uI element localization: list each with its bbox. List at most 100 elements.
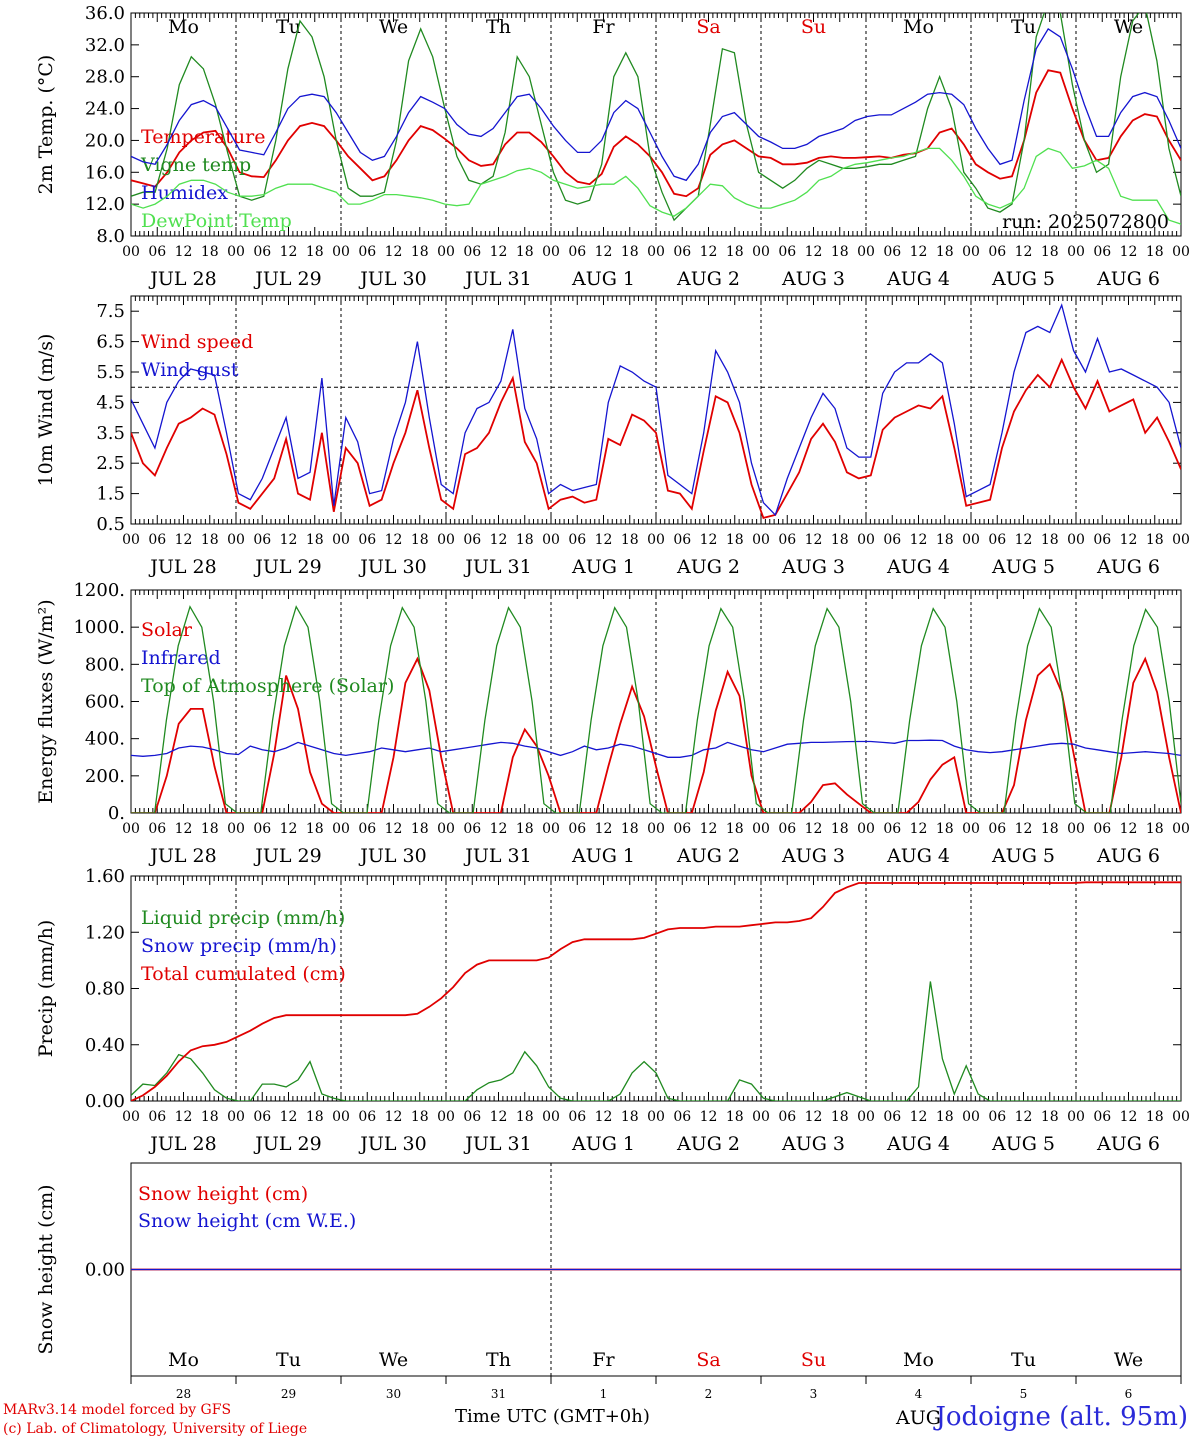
hour-label: 00 — [1067, 1109, 1085, 1125]
y-tick-label: 0. — [108, 803, 125, 824]
hour-label: 12 — [1015, 244, 1033, 260]
hour-label: 18 — [516, 244, 534, 260]
hour-label: 18 — [1146, 821, 1164, 837]
series-line-wind-speed — [131, 357, 1181, 519]
hour-label: 18 — [936, 821, 954, 837]
hour-label: 18 — [411, 1109, 429, 1125]
date-label: JUL 30 — [358, 845, 426, 867]
hour-label: 06 — [253, 821, 271, 837]
date-label: AUG 2 — [676, 556, 740, 578]
hour-label: 06 — [568, 1109, 586, 1125]
hour-label: 06 — [568, 821, 586, 837]
hour-label: 00 — [542, 244, 560, 260]
hour-label: 12 — [175, 532, 193, 548]
hour-label: 18 — [621, 1109, 639, 1125]
day-number: 2 — [705, 1387, 713, 1401]
hour-label: 06 — [988, 532, 1006, 548]
hour-label: 12 — [385, 532, 403, 548]
hour-label: 06 — [988, 244, 1006, 260]
hour-label: 00 — [437, 244, 455, 260]
weekday-label: We — [1114, 1349, 1143, 1371]
y-tick-label: 12.0 — [85, 194, 125, 215]
hour-label: 00 — [857, 244, 875, 260]
legend-entry: Total cumulated (cm) — [141, 963, 346, 985]
plot-frame — [130, 589, 1182, 814]
day-number: 5 — [1020, 1387, 1028, 1401]
hour-label: 18 — [1146, 244, 1164, 260]
date-label: JUL 29 — [253, 556, 321, 578]
y-axis-label: 2m Temp. (°C) — [35, 55, 57, 195]
y-tick-label: 2.5 — [96, 453, 125, 474]
weekday-label: Su — [801, 16, 826, 38]
hour-label: 06 — [778, 821, 796, 837]
weekday-label: Tu — [1011, 16, 1036, 38]
date-label: AUG 4 — [886, 268, 950, 290]
hour-label: 18 — [936, 244, 954, 260]
date-label: JUL 29 — [253, 1133, 321, 1155]
hour-label: 12 — [910, 1109, 928, 1125]
hour-label: 00 — [437, 1109, 455, 1125]
day-number: 3 — [810, 1387, 818, 1401]
weekday-label: Fr — [592, 16, 615, 38]
y-tick-label: 7.5 — [96, 301, 125, 322]
legend-entry: Temperature — [141, 126, 265, 148]
panel-2: 0.5 1.5 2.5 3.5 4.5 5.5 6.5 7.5 10m Wind (m/s) Wi… — [35, 295, 1190, 578]
y-tick-label: 800. — [85, 654, 125, 675]
legend-entry: Top of Atmosphere (Solar) — [141, 675, 394, 697]
hour-label: 06 — [358, 821, 376, 837]
hour-label: 00 — [227, 244, 245, 260]
hour-label: 00 — [332, 532, 350, 548]
hour-label: 18 — [831, 244, 849, 260]
series-line-temperature — [131, 69, 1181, 198]
date-label: JUL 28 — [148, 1133, 216, 1155]
date-label: JUL 31 — [463, 1133, 531, 1155]
hour-label: 12 — [910, 532, 928, 548]
hour-label: 06 — [358, 244, 376, 260]
y-axis-label: Precip (mm/h) — [35, 920, 57, 1058]
y-tick-label: 1.5 — [96, 484, 125, 505]
hour-label: 00 — [962, 1109, 980, 1125]
date-label: JUL 31 — [463, 268, 531, 290]
day-number: 4 — [915, 1387, 923, 1401]
hour-label: 12 — [1120, 532, 1138, 548]
hour-label: 12 — [490, 1109, 508, 1125]
hour-label: 06 — [148, 821, 166, 837]
hour-label: 00 — [962, 821, 980, 837]
y-tick-label: 1000. — [73, 617, 125, 638]
hour-label: 06 — [673, 1109, 691, 1125]
hour-label: 00 — [122, 821, 140, 837]
hour-label: 00 — [1172, 244, 1190, 260]
legend-entry: Snow height (cm W.E.) — [138, 1210, 356, 1232]
station-name: Jodoigne (alt. 95m) — [935, 1402, 1188, 1432]
hour-label: 18 — [726, 532, 744, 548]
y-tick-label: 1.60 — [85, 866, 125, 887]
date-label: AUG 6 — [1096, 1133, 1160, 1155]
weekday-label: Th — [486, 1349, 511, 1371]
hour-label: 06 — [883, 821, 901, 837]
date-label: AUG 5 — [991, 845, 1055, 867]
hour-label: 12 — [385, 821, 403, 837]
date-label: AUG 6 — [1096, 845, 1160, 867]
hour-label: 00 — [647, 1109, 665, 1125]
hour-label: 18 — [726, 244, 744, 260]
series-line-dewpoint-temp — [131, 147, 1181, 225]
model-credit: MARv3.14 model forced by GFS — [3, 1402, 232, 1418]
y-tick-label: 0.00 — [85, 1260, 125, 1281]
hour-label: 00 — [752, 821, 770, 837]
hour-label: 00 — [542, 821, 560, 837]
hour-label: 06 — [1093, 244, 1111, 260]
y-tick-label: 5.5 — [96, 362, 125, 383]
hour-label: 18 — [201, 821, 219, 837]
y-tick-label: 1200. — [73, 580, 125, 601]
hour-label: 18 — [831, 821, 849, 837]
hour-label: 12 — [700, 532, 718, 548]
hour-label: 00 — [752, 532, 770, 548]
weekday-label: Tu — [276, 16, 301, 38]
day-number: 31 — [491, 1387, 506, 1401]
hour-label: 06 — [358, 532, 376, 548]
day-number: 30 — [386, 1387, 401, 1401]
panel-3: 0. 200. 400. 600. 800. 1000. 1200. Energy fluxe… — [35, 580, 1190, 867]
hour-label: 12 — [805, 821, 823, 837]
hour-label: 00 — [647, 532, 665, 548]
hour-label: 12 — [805, 1109, 823, 1125]
